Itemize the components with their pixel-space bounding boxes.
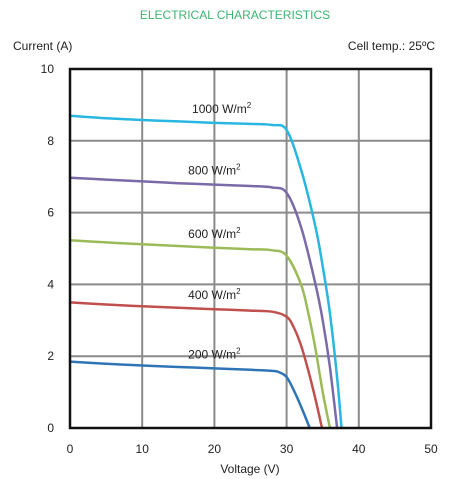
x-tick-label: 0 xyxy=(67,442,74,456)
tick-labels: 0 10 20 30 40 50 0 2 4 6 8 10 xyxy=(41,62,438,456)
series-label-5: 200 W/m2 xyxy=(188,346,241,361)
y-tick-label: 2 xyxy=(47,349,54,363)
y-tick-label: 4 xyxy=(47,277,54,291)
series-label-1: 1000 W/m2 xyxy=(192,101,252,116)
curve-labels: 1000 W/m2 800 W/m2 600 W/m2 400 W/m2 200 W/m… xyxy=(188,101,252,362)
cell-temp-note: Cell temp.: 25ºC xyxy=(348,39,435,53)
series-line-3 xyxy=(68,238,332,430)
x-tick-label: 30 xyxy=(280,442,294,456)
series-line-4 xyxy=(68,301,324,430)
series-line-5 xyxy=(68,360,311,430)
series-label-3: 600 W/m2 xyxy=(188,226,241,241)
y-axis-label: Current (A) xyxy=(13,39,72,53)
y-tick-label: 6 xyxy=(47,206,54,220)
x-tick-label: 50 xyxy=(424,442,438,456)
chart-title: ELECTRICAL CHARACTERISTICS xyxy=(140,8,330,22)
curves xyxy=(68,114,343,430)
y-tick-label: 8 xyxy=(47,134,54,148)
x-axis-label: Voltage (V) xyxy=(220,462,279,476)
plot-frame xyxy=(68,67,433,430)
series-line-1 xyxy=(68,114,343,430)
series-line-2 xyxy=(68,176,339,430)
series-label-4: 400 W/m2 xyxy=(188,287,241,302)
x-tick-label: 20 xyxy=(208,442,222,456)
x-tick-label: 40 xyxy=(352,442,366,456)
x-tick-label: 10 xyxy=(136,442,150,456)
y-tick-label: 0 xyxy=(47,421,54,435)
y-tick-label: 10 xyxy=(41,62,55,76)
series-label-2: 800 W/m2 xyxy=(188,163,241,178)
